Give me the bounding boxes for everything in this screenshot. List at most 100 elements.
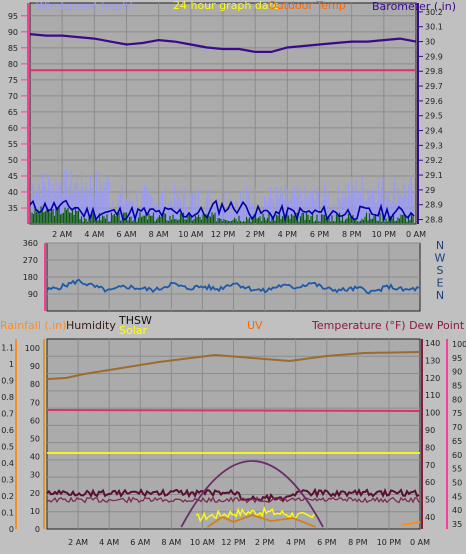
top-x-tick-label: 6 AM: [116, 230, 136, 239]
humidity-tick-label: 70: [30, 398, 40, 407]
barometer-label: Barometer (.in): [372, 0, 456, 13]
barometer-tick-label: 29.7: [425, 82, 443, 91]
top-panel: Windspeed (mph) 24 hour graph date Outdo…: [8, 0, 456, 239]
temperature-tick-label: 100: [425, 409, 440, 418]
wind-direction-line: [46, 278, 420, 295]
temperature-tick-label: 140: [425, 339, 440, 348]
top-x-tick-label: 10 PM: [372, 230, 397, 239]
dewpoint-tick-label: 70: [452, 423, 462, 432]
barometer-tick-label: 30: [425, 38, 435, 47]
rainfall-axis: 0 0.1 0.2 0.3 0.4 0.5 0.6 0.7 0.8 0.9 1 1.1: [1, 339, 17, 534]
humidity-line: [46, 351, 421, 380]
windspeed-label: Windspeed (mph): [36, 0, 134, 13]
outdoor-temp-label: Outdoor Temp: [268, 0, 346, 12]
rainfall-tick-label: 0.2: [1, 492, 14, 501]
bottom-x-tick-label: 4 PM: [286, 538, 305, 547]
rainfall-tick-label: 0.9: [1, 376, 14, 385]
temperature-tick-label: 60: [425, 478, 435, 487]
humidity-tick-label: 80: [30, 380, 40, 389]
top-x-tick-label: 8 PM: [342, 230, 361, 239]
dewpoint-tick-label: 85: [452, 382, 462, 391]
windspeed-tick-label: 90: [8, 28, 18, 37]
bottom-time-axis: 2 AM 4 AM 6 AM 8 AM 10 AM 12 PM 2 PM 4 PM 6 PM 8 …: [68, 538, 430, 547]
direction-tick-label: 360: [23, 239, 38, 248]
bottom-lines: [46, 351, 421, 528]
windspeed-tick-label: 45: [8, 172, 18, 181]
barometer-tick-label: 29: [425, 186, 435, 195]
temperature-tick-label: 80: [425, 443, 435, 452]
windspeed-tick-label: 75: [8, 76, 18, 85]
top-x-tick-label: 8 AM: [149, 230, 169, 239]
wind-speed-line: [29, 199, 415, 223]
bottom-x-tick-label: 2 PM: [255, 538, 274, 547]
humidity-tick-label: 30: [30, 471, 40, 480]
dewpoint-tick-label: 45: [452, 492, 462, 501]
barometer-tick-label: 29.5: [425, 112, 443, 121]
barometer-tick-label: 29.8: [425, 67, 443, 76]
temperature-tick-label: 50: [425, 496, 435, 505]
dewpoint-tick-label: 65: [452, 437, 462, 446]
windspeed-tick-label: 40: [8, 188, 18, 197]
top-grid: [30, 3, 416, 224]
compass-letter: E: [437, 277, 444, 290]
compass-letter: N: [436, 239, 444, 252]
rainfall-tick-label: 0.3: [1, 475, 14, 484]
uv-label: UV: [247, 319, 263, 332]
temperature-tick-label: 120: [425, 374, 440, 383]
direction-tick-label: 270: [23, 256, 38, 265]
thsw-label: THSW: [118, 314, 152, 327]
middle-grid: [47, 242, 420, 311]
dewpoint-tick-label: 100: [452, 340, 466, 349]
temperature-tick-label: 70: [425, 461, 435, 470]
bottom-x-tick-label: 12 PM: [221, 538, 246, 547]
bottom-x-tick-label: 10 PM: [377, 538, 402, 547]
barometer-tick-label: 30.2: [425, 8, 443, 17]
temperature-tick-label: 110: [425, 391, 440, 400]
windspeed-axis: 35 40 45 50 55 60 65 70 75 80 85 90 95: [8, 3, 29, 224]
rainfall-tick-label: 0.8: [1, 393, 14, 402]
uv-line: [206, 514, 316, 528]
middle-lines: [46, 278, 420, 295]
barometer-tick-label: 29.3: [425, 141, 443, 150]
dewpoint-tick-label: 60: [452, 451, 462, 460]
bottom-x-tick-label: 8 AM: [161, 538, 181, 547]
compass-letter: S: [437, 264, 444, 277]
thsw-line: [46, 487, 420, 503]
temperature-tick-label: 40: [425, 513, 435, 522]
bottom-x-tick-label: 10 AM: [190, 538, 215, 547]
top-x-tick-label: 2 AM: [52, 230, 72, 239]
solar-label: Solar: [119, 324, 148, 337]
dewpoint-tick-label: 55: [452, 465, 462, 474]
graph-title: 24 hour graph date: [173, 0, 280, 12]
windspeed-tick-label: 35: [8, 204, 18, 213]
barometer-tick-label: 30.1: [425, 23, 443, 32]
bottom-x-tick-label: 6 AM: [130, 538, 150, 547]
humidity-tick-label: 100: [25, 344, 40, 353]
windspeed-tick-label: 70: [8, 92, 18, 101]
barometer-tick-label: 28.8: [425, 216, 443, 225]
barometer-line: [29, 33, 417, 53]
rainfall-line: [401, 521, 421, 526]
dewpoint-line: [46, 495, 420, 504]
barometer-tick-label: 29.4: [425, 127, 443, 136]
top-x-tick-label: 4 AM: [84, 230, 104, 239]
dewpoint-tick-label: 90: [452, 368, 462, 377]
barometer-axis: 28.8 28.9 29 29.1 29.2 29.3 29.4 29.5 29.6 29.7 29…: [417, 3, 443, 225]
humidity-tick-label: 0: [35, 525, 40, 534]
barometer-tick-label: 28.9: [425, 201, 443, 210]
rainfall-label: Rainfall (.in): [0, 319, 67, 332]
direction-tick-label: 180: [23, 273, 38, 282]
bottom-x-tick-label: 2 AM: [68, 538, 88, 547]
top-x-tick-label: 0 AM: [406, 230, 426, 239]
rainfall-tick-label: 0.7: [1, 409, 14, 418]
windspeed-tick-label: 95: [8, 12, 18, 21]
dewpoint-tick-label: 95: [452, 354, 462, 363]
temperature-tick-label: 130: [425, 356, 440, 365]
rainfall-tick-label: 0.5: [1, 442, 14, 451]
windspeed-tick-label: 80: [8, 60, 18, 69]
rainfall-tick-label: 1: [9, 360, 14, 369]
direction-axis: 90 180 270 360: [23, 239, 46, 311]
dewpoint-tick-label: 50: [452, 478, 462, 487]
